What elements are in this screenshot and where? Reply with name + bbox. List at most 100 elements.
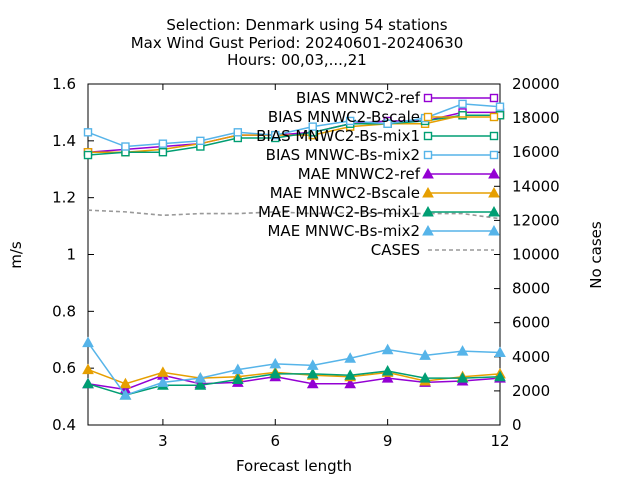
- y-tick-label: 0.4: [52, 416, 76, 434]
- data-point: [456, 345, 469, 356]
- data-point: [196, 136, 205, 146]
- data-point: [158, 139, 168, 148]
- chart-title-line-2: Max Wind Gust Period: 20240601-20240630: [131, 34, 464, 52]
- data-point: [381, 364, 394, 376]
- data-point: [419, 372, 431, 383]
- legend-label: BIAS MNWC-Bs-mix2: [266, 146, 420, 164]
- data-point: [157, 366, 169, 377]
- data-point: [494, 370, 506, 382]
- legend-swatch-marker: [422, 186, 434, 198]
- data-point: [83, 128, 93, 137]
- data-point: [271, 130, 280, 140]
- data-point: [157, 376, 169, 387]
- y2-tick-label: 2000: [512, 382, 550, 400]
- y-tick-label: 0.6: [52, 359, 76, 377]
- legend-swatch-marker: [423, 112, 433, 122]
- y2-tick-label: 18000: [512, 109, 560, 127]
- x-tick-label: 6: [270, 432, 280, 450]
- legend-swatch-marker: [488, 224, 500, 236]
- legend-label: BIAS MNWC2-ref: [296, 89, 421, 107]
- legend-label: BIAS MNWC2-Bscale: [268, 108, 420, 126]
- legend-label: MAE MNWC-Bs-mix2: [267, 222, 420, 240]
- data-point: [344, 369, 357, 380]
- chart-title-line-1: Selection: Denmark using 54 stations: [166, 16, 447, 34]
- data-point: [306, 377, 319, 389]
- legend-swatch-marker: [489, 131, 499, 141]
- y-tick-label: 1.4: [52, 132, 76, 150]
- data-point: [231, 373, 244, 385]
- legend-swatch-marker: [489, 112, 499, 122]
- y2-tick-label: 6000: [512, 314, 550, 332]
- legend-swatch-marker: [422, 205, 434, 217]
- legend-entry-1: BIAS MNWC2-Bscale: [268, 108, 499, 126]
- data-point: [419, 349, 431, 360]
- series-5: [82, 363, 506, 389]
- data-point: [119, 389, 132, 400]
- data-point: [233, 128, 243, 137]
- y-tick-label: 1.2: [52, 189, 76, 207]
- legend-entry-2: BIAS MNWC2-Bs-mix1: [256, 127, 499, 145]
- legend-label: MAE MNWC2-Bs-mix1: [258, 203, 420, 221]
- data-point: [82, 363, 94, 375]
- series-line: [87, 342, 501, 397]
- y2-tick-label: 8000: [512, 280, 550, 298]
- data-point: [121, 142, 130, 151]
- data-point: [306, 367, 319, 379]
- data-point: [344, 377, 357, 389]
- legend-swatch-marker: [423, 150, 433, 160]
- x-tick-label: 3: [158, 432, 168, 450]
- data-point: [381, 343, 394, 355]
- data-point: [458, 99, 467, 109]
- data-point: [119, 377, 132, 389]
- data-point: [456, 372, 469, 383]
- legend-swatch-marker: [488, 186, 500, 198]
- legend-swatch-marker: [489, 93, 499, 103]
- legend-swatch-marker: [423, 93, 433, 103]
- legend-entry-5: MAE MNWC2-Bscale: [270, 184, 500, 202]
- legend-swatch-marker: [422, 224, 434, 236]
- legend-label: CASES: [371, 241, 420, 259]
- data-point: [345, 116, 355, 126]
- legend-entry-4: MAE MNWC2-ref: [298, 165, 500, 183]
- data-point: [194, 379, 207, 390]
- y-tick-label: 1.6: [52, 75, 76, 93]
- legend-swatch-marker: [423, 131, 433, 141]
- data-point: [83, 150, 93, 160]
- data-point: [194, 372, 207, 383]
- y2-tick-label: 4000: [512, 348, 550, 366]
- legend-swatch-marker: [488, 167, 500, 179]
- legend-swatch-marker: [422, 167, 434, 179]
- data-point: [269, 357, 282, 369]
- legend-entry-8: CASES: [371, 241, 494, 259]
- plot-layer: 0.4 0.6 0.8 1 1.2 1.4 1.6 0 2000 4000 6000 8000 1000…: [52, 75, 560, 450]
- legend-label: BIAS MNWC2-Bs-mix1: [256, 127, 420, 145]
- data-point: [458, 111, 467, 120]
- series-6: [82, 364, 506, 400]
- series-line: [87, 370, 501, 396]
- data-point: [344, 352, 357, 363]
- series-line: [87, 374, 501, 391]
- y2-tick-label: 14000: [512, 177, 560, 195]
- data-point: [82, 377, 94, 389]
- legend-swatch-marker: [489, 150, 499, 160]
- legend-entry-3: BIAS MNWC-Bs-mix2: [266, 146, 499, 164]
- legend-swatch-marker: [488, 205, 500, 217]
- legend-label: MAE MNWC2-Bscale: [270, 184, 420, 202]
- y2-tick-label: 10000: [512, 246, 560, 264]
- chart-title-line-3: Hours: 00,03,...,21: [227, 51, 367, 69]
- y2-tick-label: 20000: [512, 75, 560, 93]
- y2-axis-label: No cases: [587, 221, 605, 289]
- x-tick-label: 12: [490, 432, 509, 450]
- y-tick-label: 1: [66, 246, 76, 264]
- data-point: [306, 359, 319, 370]
- data-point: [495, 102, 505, 111]
- x-axis-label: Forecast length: [236, 457, 352, 475]
- data-point: [308, 122, 317, 131]
- data-point: [381, 372, 394, 383]
- y2-tick-label: 12000: [512, 211, 560, 229]
- legend-entry-0: BIAS MNWC2-ref: [296, 89, 499, 107]
- y2-tick-label: 0: [512, 416, 522, 434]
- y-axis-label: m/s: [7, 241, 25, 269]
